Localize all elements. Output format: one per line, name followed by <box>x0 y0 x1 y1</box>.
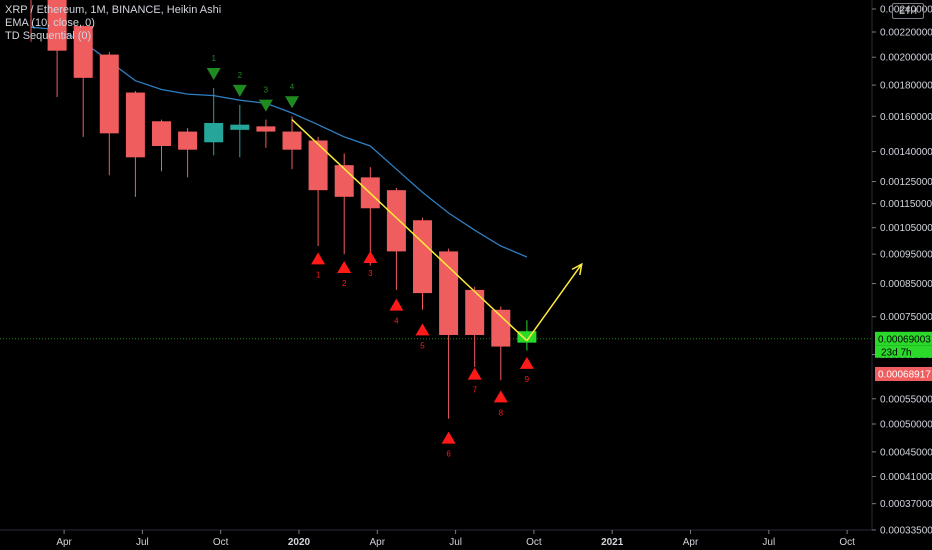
downtrend-line <box>291 119 528 342</box>
td-sell-count: 4 <box>290 82 295 91</box>
trendline-drawing[interactable] <box>291 119 583 342</box>
candle-body <box>99 54 119 134</box>
time-tick-label: Jul <box>136 537 149 548</box>
td-sequential-markers: 1 2 3 4 1 2 3 4 5 6 7 8 9 <box>206 54 534 459</box>
candle-body <box>152 121 171 146</box>
countdown-tag: 23d 7h <box>875 345 932 358</box>
price-tick-label: 0.00105000 <box>880 223 932 234</box>
low-price-label: 0.00068917 <box>878 370 931 381</box>
countdown-tag-bg <box>875 345 932 358</box>
td-buy-marker <box>363 250 378 263</box>
projection-arrow-shaft <box>526 263 583 342</box>
td-buy-marker <box>441 431 456 444</box>
candles <box>30 0 537 419</box>
price-tick-label: 0.00200000 <box>880 53 932 64</box>
projection-arrow-head <box>571 262 583 276</box>
td-buy-count: 2 <box>342 279 347 288</box>
candle-body <box>308 140 328 191</box>
symbol-title[interactable]: XRP / Ethereum, 1M, BINANCE, Heikin Ashi <box>5 4 222 16</box>
time-tick-label: 2021 <box>601 537 624 548</box>
td-buy-count: 8 <box>499 408 504 417</box>
td-buy-marker <box>389 298 404 311</box>
candle-body <box>204 122 224 143</box>
price-tick-label: 0.00220000 <box>880 28 932 39</box>
time-tick-label: Jul <box>449 537 462 548</box>
candle-body <box>334 165 354 197</box>
td-buy-marker <box>467 367 482 380</box>
price-tick-label: 0.00095000 <box>880 250 932 261</box>
td-buy-marker <box>337 261 352 274</box>
td-sell-count: 2 <box>238 71 243 80</box>
td-sell-marker <box>285 96 299 109</box>
td-buy-marker <box>493 390 508 403</box>
candle-body <box>125 92 145 158</box>
td-buy-count: 9 <box>525 375 530 384</box>
price-tick-label: 0.00180000 <box>880 81 932 92</box>
td-buy-marker <box>311 252 326 265</box>
price-tick-label: 0.00140000 <box>880 147 932 158</box>
time-tick-label: Apr <box>683 537 699 548</box>
time-tick-label: Apr <box>370 537 386 548</box>
time-tick-label: Oct <box>213 537 229 548</box>
time-tick-label: 2020 <box>288 537 311 548</box>
price-tick-label: 0.00055000 <box>880 394 932 405</box>
low-price-tag: 0.00068917 <box>875 367 932 381</box>
time-tick-label: Oct <box>839 537 855 548</box>
low-price-tag-bg <box>875 367 932 381</box>
candle-body <box>47 0 67 51</box>
candle-body <box>178 131 198 150</box>
td-buy-count: 4 <box>394 317 399 326</box>
td-buy-count: 5 <box>420 341 425 350</box>
time-axis[interactable]: Apr Jul Oct 2020 Apr Jul Oct 2021 Apr Jul Oct <box>0 529 872 548</box>
candle-body <box>386 190 406 252</box>
last-price-tag-bg <box>875 331 932 346</box>
candle-body <box>465 289 485 335</box>
last-price-label: 0.00069003 <box>878 334 931 345</box>
td-buy-marker <box>519 356 534 369</box>
price-tick-label: 0.00033500 <box>880 525 932 536</box>
td-sell-marker <box>258 99 273 112</box>
candle-body <box>413 220 432 294</box>
candle-body <box>256 126 276 132</box>
candle-body <box>491 309 511 347</box>
td-buy-count: 7 <box>472 386 477 395</box>
last-price-tag: 0.00069003 <box>875 331 932 346</box>
ema-legend[interactable]: EMA (10, close, 0) <box>5 17 95 29</box>
td-sell-count: 3 <box>264 86 269 95</box>
td-sell-marker <box>232 84 247 97</box>
candle-body <box>517 331 537 343</box>
td-buy-marker <box>415 323 430 336</box>
td-legend[interactable]: TD Sequential (0) <box>5 30 92 42</box>
price-tick-label: 0.00037000 <box>880 499 932 510</box>
td-buy-count: 6 <box>446 450 451 459</box>
price-tick-label: 0.00041000 <box>880 472 932 483</box>
time-tick-label: Apr <box>56 537 72 548</box>
price-axis[interactable]: 0.002700000.002400000.002200000.00200000… <box>871 0 932 536</box>
candle-body <box>439 251 459 335</box>
countdown-label: 23d 7h <box>881 347 912 358</box>
time-tick-label: Oct <box>526 537 542 548</box>
price-tick-label: 0.00085000 <box>880 279 932 290</box>
candle-body <box>230 124 250 130</box>
price-tick-label: 0.00160000 <box>880 112 932 123</box>
candle-body <box>73 26 93 78</box>
currency-badge[interactable]: ETH <box>892 3 924 19</box>
price-tick-label: 0.00075000 <box>880 312 932 323</box>
price-tick-label: 0.00050000 <box>880 420 932 431</box>
candle-body <box>282 131 302 150</box>
td-sell-marker <box>206 68 221 81</box>
price-tick-label: 0.00045000 <box>880 447 932 458</box>
td-sell-count: 1 <box>211 54 216 63</box>
price-tick-label: 0.00125000 <box>880 177 932 188</box>
time-tick-label: Jul <box>762 537 775 548</box>
price-tick-label: 0.00240000 <box>880 4 932 15</box>
td-buy-count: 3 <box>368 269 373 278</box>
chart-legend: XRP / Ethereum, 1M, BINANCE, Heikin Ashi… <box>5 4 221 43</box>
price-tick-label: 0.00115000 <box>880 199 932 210</box>
td-buy-count: 1 <box>316 270 321 279</box>
